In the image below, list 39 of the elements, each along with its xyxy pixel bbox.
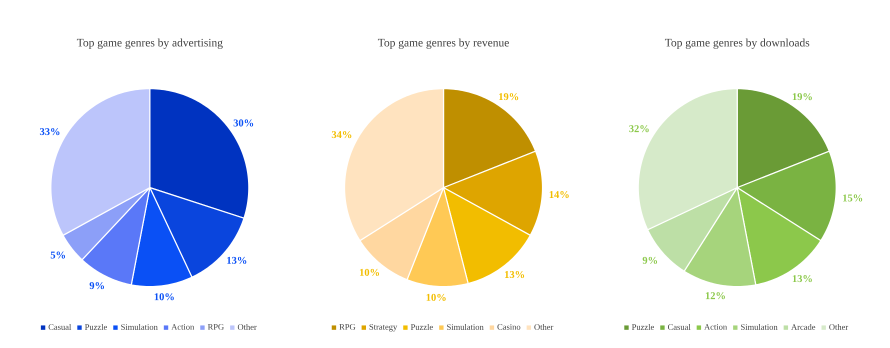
legend-label: Other	[534, 324, 554, 330]
data-label: 12%	[706, 292, 725, 300]
data-label: 13%	[505, 271, 524, 278]
legend-label: Simulation	[121, 324, 158, 330]
data-label: 14%	[550, 190, 569, 198]
data-label: 13%	[227, 256, 246, 264]
legend-label: Puzzle	[632, 324, 654, 330]
legend-label: Puzzle	[410, 324, 433, 330]
legend-label: RPG	[208, 324, 224, 330]
legend-label: Simulation	[447, 324, 484, 330]
data-label: 34%	[332, 131, 352, 138]
data-label: 19%	[499, 93, 518, 100]
data-label: 19%	[792, 93, 812, 100]
legend-label: Action	[171, 324, 194, 330]
data-label: 5%	[50, 251, 66, 259]
data-label: 13%	[792, 275, 812, 282]
data-label: 15%	[843, 194, 862, 202]
data-label: 10%	[360, 268, 380, 276]
legend-label: Strategy	[370, 324, 398, 332]
legend-label: Simulation	[741, 324, 778, 330]
legend-label: Puzzle	[84, 324, 107, 330]
data-label: 9%	[90, 282, 104, 290]
legend-label: Arcade	[791, 324, 816, 330]
legend-label: Casual	[48, 324, 72, 330]
legend-label: Casino	[497, 324, 520, 330]
data-label: 9%	[642, 256, 658, 264]
data-label: 10%	[154, 293, 174, 300]
chart-title: Top game genres by downloads	[664, 38, 810, 49]
legend-label: Other	[829, 324, 848, 330]
legend-label: Action	[704, 324, 727, 330]
data-label: 32%	[629, 125, 649, 132]
legend-label: Other	[238, 324, 257, 330]
data-label: 30%	[234, 119, 254, 127]
data-label: 10%	[426, 294, 446, 301]
data-label: 33%	[40, 128, 60, 136]
legend-label: Casual	[668, 324, 691, 330]
chart-title: Top game genres by revenue	[378, 38, 509, 49]
chart-title: Top game genres by advertising	[76, 38, 223, 49]
legend-label: RPG	[339, 324, 356, 330]
